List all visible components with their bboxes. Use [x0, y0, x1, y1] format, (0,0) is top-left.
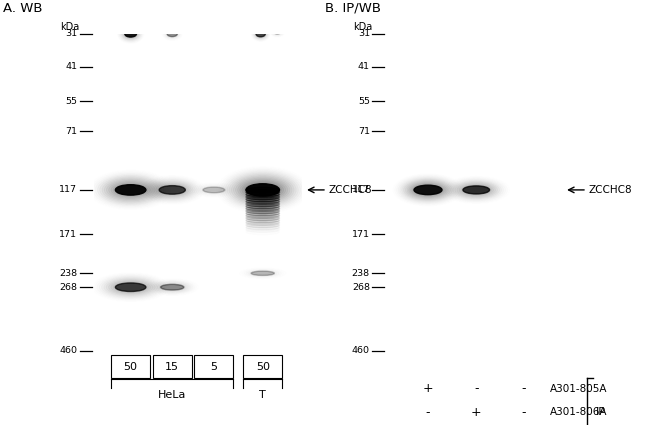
Text: 55: 55 — [66, 97, 77, 106]
Text: -: - — [521, 406, 526, 419]
Text: A. WB: A. WB — [3, 2, 43, 15]
Text: -: - — [474, 382, 478, 395]
Text: ZCCHC8: ZCCHC8 — [328, 185, 372, 195]
Text: 41: 41 — [66, 62, 77, 71]
Text: 41: 41 — [358, 62, 370, 71]
Ellipse shape — [246, 206, 280, 211]
Text: 238: 238 — [352, 269, 370, 278]
Text: 171: 171 — [59, 230, 77, 239]
Ellipse shape — [125, 31, 136, 37]
Ellipse shape — [251, 271, 274, 275]
Ellipse shape — [246, 184, 280, 196]
Ellipse shape — [246, 187, 280, 193]
Text: 71: 71 — [358, 127, 370, 136]
Bar — [153, 355, 192, 378]
Ellipse shape — [115, 283, 146, 292]
Ellipse shape — [414, 185, 442, 195]
Text: 50: 50 — [255, 362, 270, 371]
Ellipse shape — [273, 29, 281, 34]
Ellipse shape — [203, 187, 225, 193]
Text: 31: 31 — [65, 29, 77, 39]
Text: A301-806A: A301-806A — [550, 407, 607, 417]
Ellipse shape — [246, 194, 280, 200]
Ellipse shape — [246, 215, 280, 221]
Text: +: + — [471, 406, 482, 419]
Bar — [194, 355, 233, 378]
Text: B. IP/WB: B. IP/WB — [325, 2, 381, 15]
Ellipse shape — [167, 31, 177, 37]
Ellipse shape — [256, 31, 265, 37]
Ellipse shape — [246, 190, 280, 195]
Text: 117: 117 — [352, 185, 370, 194]
Ellipse shape — [159, 186, 185, 194]
Ellipse shape — [246, 208, 280, 214]
Ellipse shape — [246, 201, 280, 207]
Ellipse shape — [412, 184, 444, 196]
Text: kDa: kDa — [60, 22, 80, 32]
Text: +: + — [422, 382, 434, 395]
Ellipse shape — [246, 213, 280, 218]
Text: T: T — [259, 390, 266, 400]
Ellipse shape — [246, 220, 280, 225]
Ellipse shape — [246, 211, 280, 216]
Text: 50: 50 — [124, 362, 138, 371]
Text: 171: 171 — [352, 230, 370, 239]
Text: A301-805A: A301-805A — [550, 384, 607, 394]
Ellipse shape — [113, 184, 148, 196]
Ellipse shape — [463, 186, 489, 194]
Text: 117: 117 — [59, 185, 77, 194]
Text: IP: IP — [596, 407, 606, 417]
Text: 460: 460 — [59, 346, 77, 355]
Ellipse shape — [246, 222, 280, 228]
Ellipse shape — [246, 204, 280, 209]
Text: 31: 31 — [358, 29, 370, 39]
Text: ZCCHC8: ZCCHC8 — [588, 185, 632, 195]
Ellipse shape — [246, 197, 280, 202]
Ellipse shape — [115, 185, 146, 195]
Ellipse shape — [244, 182, 281, 197]
Text: HeLa: HeLa — [158, 390, 187, 400]
Text: 71: 71 — [66, 127, 77, 136]
Text: kDa: kDa — [353, 22, 372, 32]
Bar — [243, 355, 282, 378]
Text: 268: 268 — [59, 283, 77, 292]
Text: 55: 55 — [358, 97, 370, 106]
Ellipse shape — [246, 199, 280, 204]
Text: 15: 15 — [165, 362, 179, 371]
Text: 268: 268 — [352, 283, 370, 292]
Ellipse shape — [161, 284, 184, 290]
Text: 5: 5 — [211, 362, 217, 371]
Ellipse shape — [246, 192, 280, 197]
Text: -: - — [426, 406, 430, 419]
Ellipse shape — [246, 218, 280, 223]
Text: 238: 238 — [59, 269, 77, 278]
Text: 460: 460 — [352, 346, 370, 355]
Text: -: - — [521, 382, 526, 395]
Bar — [111, 355, 150, 378]
